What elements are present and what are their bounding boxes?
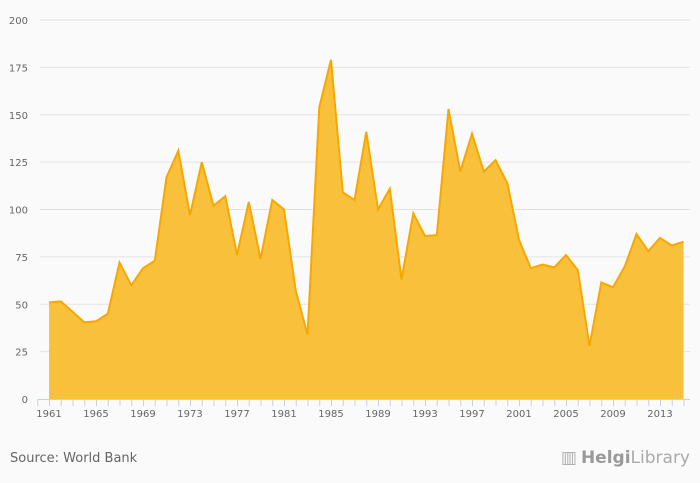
y-tick-label: 50 <box>15 300 28 311</box>
x-tick-label: 1981 <box>271 409 296 420</box>
helgi-library-logo[interactable]: ▥ HelgiLibrary <box>561 448 690 468</box>
y-tick-label: 150 <box>9 111 28 122</box>
y-tick-label: 25 <box>15 348 28 359</box>
x-tick-label: 1993 <box>412 409 437 420</box>
y-tick-label: 175 <box>9 63 28 74</box>
x-tick-label: 2005 <box>553 409 578 420</box>
x-axis: 1961 1965 1969 1973 1977 1981 1985 1989 1993 1997… <box>36 399 690 420</box>
y-tick-label: 75 <box>15 253 28 264</box>
source-note: Source: World Bank <box>10 451 138 466</box>
x-tick-label: 2013 <box>647 409 672 420</box>
series-line <box>48 59 684 347</box>
area-fill <box>49 59 684 400</box>
x-tick-label: 1969 <box>130 409 155 420</box>
x-tick-label: 1985 <box>318 409 343 420</box>
x-tick-label: 1989 <box>365 409 390 420</box>
y-tick-label: 125 <box>9 158 28 169</box>
logo-icon: ▥ <box>560 448 577 468</box>
logo-bold: Helgi <box>580 448 631 468</box>
x-tick-label: 1997 <box>459 409 484 420</box>
y-tick-label: 0 <box>22 395 28 406</box>
x-tick-label: 2001 <box>506 409 531 420</box>
y-tick-label: 200 <box>9 16 28 27</box>
y-tick-label: 100 <box>9 206 28 217</box>
x-tick-label: 1977 <box>224 409 249 420</box>
logo-light: Library <box>630 448 690 468</box>
x-tick-label: 2009 <box>600 409 625 420</box>
x-tick-label: 1961 <box>36 409 61 420</box>
x-tick-label: 1973 <box>177 409 202 420</box>
y-axis-labels: 0 25 50 75 100 125 150 175 200 <box>9 16 28 406</box>
x-tick-label: 1965 <box>83 409 108 420</box>
